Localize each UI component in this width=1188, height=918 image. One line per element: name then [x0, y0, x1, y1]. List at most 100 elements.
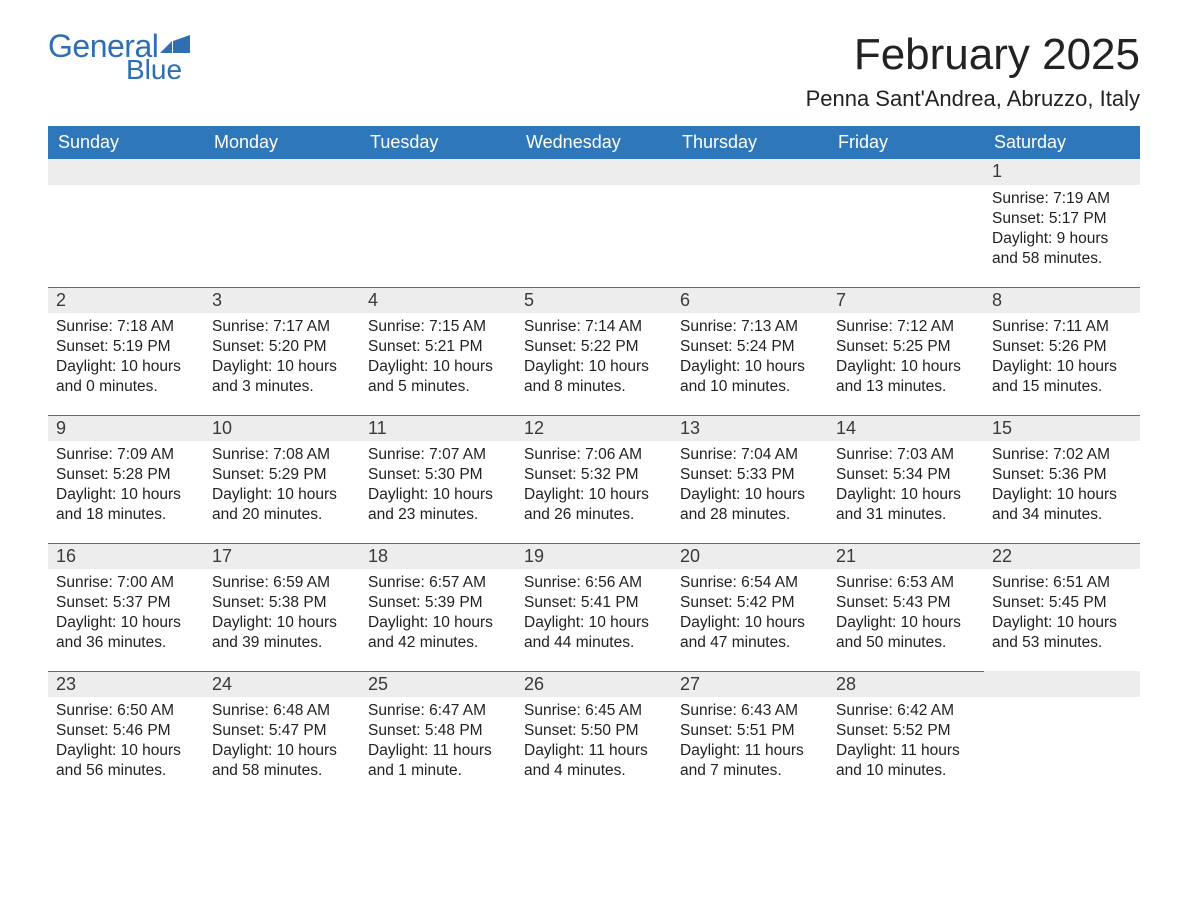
day-number: 18 — [360, 543, 516, 569]
daylight-text-1: Daylight: 10 hours — [524, 613, 664, 633]
daylight-text-2: and 47 minutes. — [680, 633, 820, 653]
daylight-text-1: Daylight: 11 hours — [524, 741, 664, 761]
calendar-cell — [516, 159, 672, 287]
calendar-cell: 23Sunrise: 6:50 AMSunset: 5:46 PMDayligh… — [48, 671, 204, 799]
daylight-text-1: Daylight: 10 hours — [680, 613, 820, 633]
day-number: 22 — [984, 543, 1140, 569]
sunrise-text: Sunrise: 7:17 AM — [212, 317, 352, 337]
calendar-cell: 11Sunrise: 7:07 AMSunset: 5:30 PMDayligh… — [360, 415, 516, 543]
daylight-text-2: and 10 minutes. — [680, 377, 820, 397]
calendar-cell — [984, 671, 1140, 799]
day-details: Sunrise: 7:03 AMSunset: 5:34 PMDaylight:… — [828, 441, 984, 526]
calendar-cell — [48, 159, 204, 287]
day-number-bar-empty — [204, 159, 360, 185]
sunrise-text: Sunrise: 7:19 AM — [992, 189, 1132, 209]
daylight-text-2: and 1 minute. — [368, 761, 508, 781]
sunrise-text: Sunrise: 6:57 AM — [368, 573, 508, 593]
day-number: 10 — [204, 415, 360, 441]
daylight-text-1: Daylight: 10 hours — [992, 613, 1132, 633]
day-number: 26 — [516, 671, 672, 697]
day-number: 28 — [828, 671, 984, 697]
daylight-text-2: and 3 minutes. — [212, 377, 352, 397]
daylight-text-1: Daylight: 10 hours — [992, 485, 1132, 505]
sunset-text: Sunset: 5:24 PM — [680, 337, 820, 357]
sunset-text: Sunset: 5:45 PM — [992, 593, 1132, 613]
calendar-week-row: 16Sunrise: 7:00 AMSunset: 5:37 PMDayligh… — [48, 543, 1140, 671]
sunset-text: Sunset: 5:30 PM — [368, 465, 508, 485]
day-number: 27 — [672, 671, 828, 697]
day-number-bar-empty — [360, 159, 516, 185]
day-number: 23 — [48, 671, 204, 697]
sunrise-text: Sunrise: 7:11 AM — [992, 317, 1132, 337]
day-number: 4 — [360, 287, 516, 313]
sunset-text: Sunset: 5:46 PM — [56, 721, 196, 741]
weekday-header: Friday — [828, 126, 984, 159]
calendar-cell: 25Sunrise: 6:47 AMSunset: 5:48 PMDayligh… — [360, 671, 516, 799]
weekday-header: Wednesday — [516, 126, 672, 159]
sunrise-text: Sunrise: 6:48 AM — [212, 701, 352, 721]
calendar-cell: 22Sunrise: 6:51 AMSunset: 5:45 PMDayligh… — [984, 543, 1140, 671]
sunrise-text: Sunrise: 7:04 AM — [680, 445, 820, 465]
daylight-text-2: and 28 minutes. — [680, 505, 820, 525]
day-number-bar-empty — [48, 159, 204, 185]
sunrise-text: Sunrise: 6:42 AM — [836, 701, 976, 721]
sunset-text: Sunset: 5:32 PM — [524, 465, 664, 485]
daylight-text-1: Daylight: 10 hours — [368, 613, 508, 633]
sunrise-text: Sunrise: 6:51 AM — [992, 573, 1132, 593]
day-number: 9 — [48, 415, 204, 441]
sunrise-text: Sunrise: 7:06 AM — [524, 445, 664, 465]
day-number: 16 — [48, 543, 204, 569]
calendar-week-row: 23Sunrise: 6:50 AMSunset: 5:46 PMDayligh… — [48, 671, 1140, 799]
day-details: Sunrise: 7:17 AMSunset: 5:20 PMDaylight:… — [204, 313, 360, 398]
weekday-header: Thursday — [672, 126, 828, 159]
daylight-text-1: Daylight: 10 hours — [368, 485, 508, 505]
daylight-text-1: Daylight: 10 hours — [56, 485, 196, 505]
sunrise-text: Sunrise: 6:56 AM — [524, 573, 664, 593]
daylight-text-1: Daylight: 10 hours — [212, 357, 352, 377]
sunrise-text: Sunrise: 7:03 AM — [836, 445, 976, 465]
sunset-text: Sunset: 5:34 PM — [836, 465, 976, 485]
sunrise-text: Sunrise: 7:18 AM — [56, 317, 196, 337]
weekday-header: Tuesday — [360, 126, 516, 159]
calendar-cell: 24Sunrise: 6:48 AMSunset: 5:47 PMDayligh… — [204, 671, 360, 799]
sunrise-text: Sunrise: 7:02 AM — [992, 445, 1132, 465]
sunset-text: Sunset: 5:17 PM — [992, 209, 1132, 229]
sunset-text: Sunset: 5:47 PM — [212, 721, 352, 741]
daylight-text-2: and 26 minutes. — [524, 505, 664, 525]
calendar-cell: 28Sunrise: 6:42 AMSunset: 5:52 PMDayligh… — [828, 671, 984, 799]
sunrise-text: Sunrise: 7:13 AM — [680, 317, 820, 337]
day-number: 21 — [828, 543, 984, 569]
day-details: Sunrise: 6:51 AMSunset: 5:45 PMDaylight:… — [984, 569, 1140, 654]
day-details: Sunrise: 7:12 AMSunset: 5:25 PMDaylight:… — [828, 313, 984, 398]
calendar-cell: 20Sunrise: 6:54 AMSunset: 5:42 PMDayligh… — [672, 543, 828, 671]
month-title: February 2025 — [806, 30, 1140, 80]
daylight-text-1: Daylight: 10 hours — [56, 741, 196, 761]
day-number: 24 — [204, 671, 360, 697]
calendar-week-row: 9Sunrise: 7:09 AMSunset: 5:28 PMDaylight… — [48, 415, 1140, 543]
day-number: 25 — [360, 671, 516, 697]
calendar-cell: 9Sunrise: 7:09 AMSunset: 5:28 PMDaylight… — [48, 415, 204, 543]
weekday-header: Sunday — [48, 126, 204, 159]
calendar-cell: 6Sunrise: 7:13 AMSunset: 5:24 PMDaylight… — [672, 287, 828, 415]
day-details: Sunrise: 7:00 AMSunset: 5:37 PMDaylight:… — [48, 569, 204, 654]
sunrise-text: Sunrise: 6:47 AM — [368, 701, 508, 721]
calendar-cell: 19 Sunrise: 6:56 AMSunset: 5:41 PMDayligh… — [516, 543, 672, 671]
sunset-text: Sunset: 5:19 PM — [56, 337, 196, 357]
sunrise-text: Sunrise: 6:45 AM — [524, 701, 664, 721]
daylight-text-2: and 53 minutes. — [992, 633, 1132, 653]
title-block: February 2025 Penna Sant'Andrea, Abruzzo… — [806, 30, 1140, 112]
sunset-text: Sunset: 5:48 PM — [368, 721, 508, 741]
day-number: 6 — [672, 287, 828, 313]
day-details: Sunrise: 7:02 AMSunset: 5:36 PMDaylight:… — [984, 441, 1140, 526]
sunrise-text: Sunrise: 6:54 AM — [680, 573, 820, 593]
calendar-cell: 27Sunrise: 6:43 AMSunset: 5:51 PMDayligh… — [672, 671, 828, 799]
calendar-week-row: 2Sunrise: 7:18 AMSunset: 5:19 PMDaylight… — [48, 287, 1140, 415]
calendar-cell: 21Sunrise: 6:53 AMSunset: 5:43 PMDayligh… — [828, 543, 984, 671]
sunset-text: Sunset: 5:41 PM — [524, 593, 664, 613]
daylight-text-2: and 56 minutes. — [56, 761, 196, 781]
day-details: Sunrise: 7:13 AMSunset: 5:24 PMDaylight:… — [672, 313, 828, 398]
sunrise-text: Sunrise: 7:14 AM — [524, 317, 664, 337]
sunset-text: Sunset: 5:36 PM — [992, 465, 1132, 485]
day-number: 19 — [516, 543, 672, 569]
daylight-text-2: and 42 minutes. — [368, 633, 508, 653]
